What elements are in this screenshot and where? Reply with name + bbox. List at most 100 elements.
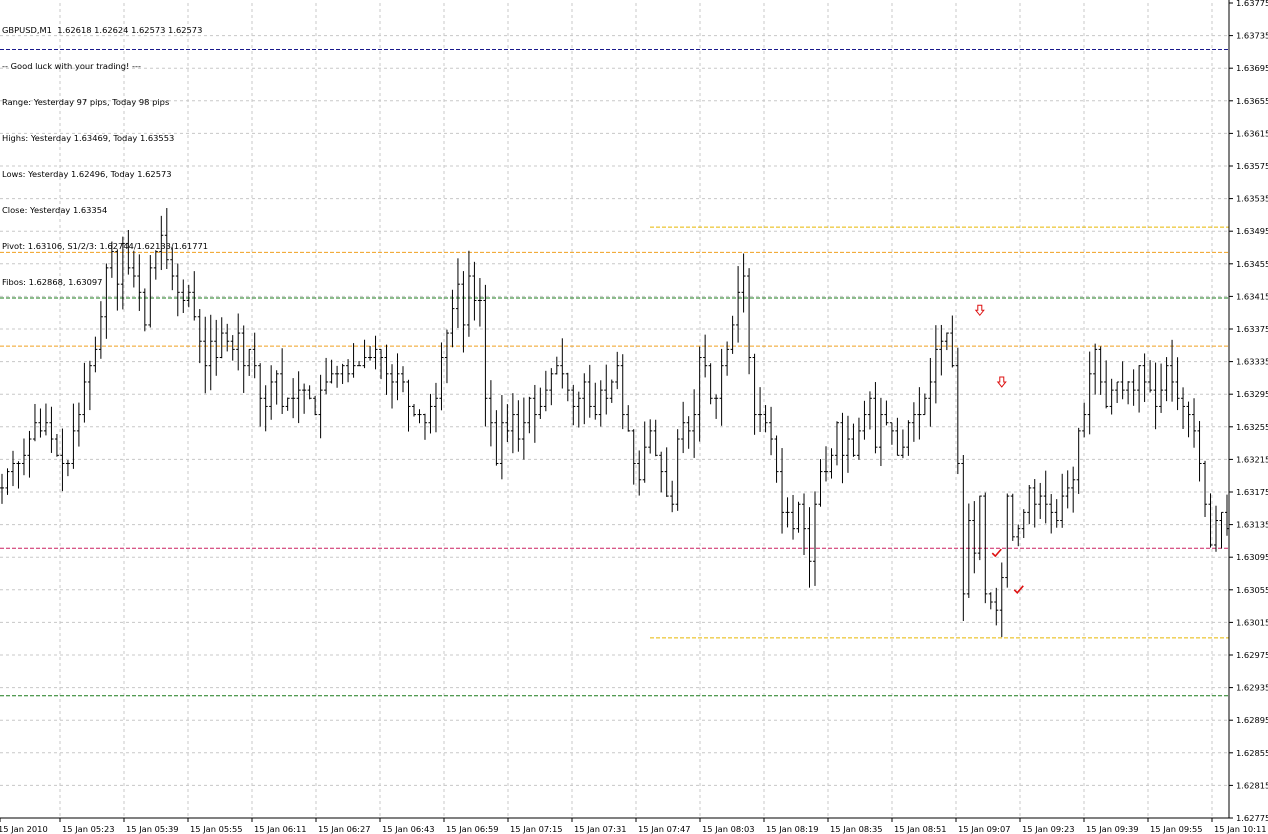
price-bar xyxy=(1164,357,1169,402)
price-bar xyxy=(170,247,175,291)
price-bar xyxy=(642,421,647,483)
check-icon xyxy=(1013,585,1024,594)
price-bar xyxy=(549,368,554,406)
price-bar xyxy=(461,271,466,353)
price-bar xyxy=(1065,470,1070,509)
price-bar xyxy=(444,329,449,384)
x-tick-label: 15 Jan 09:23 xyxy=(1022,824,1075,834)
sell-arrow-icon xyxy=(996,376,1007,388)
y-tick-label: 1.63295 xyxy=(1236,389,1268,399)
x-tick-label: 15 Jan 05:39 xyxy=(126,824,179,834)
y-tick-label: 1.63175 xyxy=(1236,487,1268,497)
price-bar xyxy=(329,359,334,384)
price-bar xyxy=(38,408,43,438)
x-tick-label: 15 Jan 08:35 xyxy=(830,824,883,834)
price-bar xyxy=(362,339,367,369)
price-bar xyxy=(1203,460,1208,517)
price-bar xyxy=(1170,339,1175,402)
price-bar xyxy=(351,343,356,378)
x-tick-label: 15 Jan 09:39 xyxy=(1086,824,1139,834)
price-bar xyxy=(208,314,213,391)
price-bar xyxy=(670,480,675,513)
price-bar xyxy=(236,313,241,371)
price-bar xyxy=(197,309,202,364)
price-bar xyxy=(269,365,274,420)
y-tick-label: 1.63695 xyxy=(1236,63,1268,73)
price-bar xyxy=(516,400,521,452)
price-bar xyxy=(955,347,960,475)
price-bar xyxy=(675,429,680,511)
price-bar xyxy=(483,284,488,427)
y-tick-label: 1.62775 xyxy=(1236,813,1268,823)
price-bar xyxy=(335,365,340,388)
info-line: Fibos: 1.62868, 1.63097 xyxy=(2,277,103,287)
price-bar xyxy=(769,406,774,456)
price-bar xyxy=(43,403,48,436)
y-tick-label: 1.63535 xyxy=(1236,194,1268,204)
price-bar xyxy=(1093,343,1098,395)
price-bar xyxy=(510,393,515,454)
y-tick-label: 1.63215 xyxy=(1236,454,1268,464)
price-bar xyxy=(560,338,565,389)
info-line: Lows: Yesterday 1.62496, Today 1.62573 xyxy=(2,169,172,179)
price-bar xyxy=(488,380,493,447)
price-bar xyxy=(1071,466,1076,513)
price-bar xyxy=(917,387,922,440)
y-axis: 1.63775 1.63735 1.63695 1.63655 1.63615 1.635… xyxy=(1228,0,1268,823)
y-tick-label: 1.63335 xyxy=(1236,357,1268,367)
price-bar xyxy=(895,417,900,456)
x-tick-label: 15 Jan 08:03 xyxy=(702,824,755,834)
price-bar xyxy=(664,447,669,497)
price-bar xyxy=(818,459,823,507)
price-bar xyxy=(357,360,362,367)
x-tick-label: 15 Jan 06:27 xyxy=(318,824,371,834)
price-bars xyxy=(0,208,1229,638)
price-bar xyxy=(791,494,796,540)
y-tick-label: 1.63015 xyxy=(1236,617,1268,627)
price-bar xyxy=(10,450,15,487)
check-icon xyxy=(991,548,1002,558)
price-bar xyxy=(736,266,741,343)
price-bar xyxy=(703,334,708,378)
price-bar xyxy=(966,503,971,598)
price-bar xyxy=(840,412,845,484)
price-bar xyxy=(747,268,752,375)
price-bar xyxy=(692,389,697,458)
price-bar xyxy=(1016,524,1021,547)
price-bar xyxy=(631,429,636,485)
price-bar xyxy=(428,393,433,434)
price-bar xyxy=(543,370,548,412)
y-tick-label: 1.62935 xyxy=(1236,683,1268,693)
price-bar xyxy=(65,460,70,477)
price-bar xyxy=(82,362,87,423)
info-line: -- Good luck with your trading! --- xyxy=(2,61,142,71)
price-bar xyxy=(686,416,691,449)
price-bar xyxy=(373,335,378,370)
price-bar xyxy=(192,271,197,321)
price-bar xyxy=(466,250,471,337)
price-bar xyxy=(76,402,81,447)
y-tick-label: 1.62815 xyxy=(1236,780,1268,790)
price-bar xyxy=(950,315,955,368)
price-bar xyxy=(379,348,384,380)
price-bar xyxy=(587,364,592,418)
price-bar xyxy=(834,421,839,466)
price-bar xyxy=(532,384,537,443)
price-bar xyxy=(554,356,559,375)
price-bar xyxy=(417,409,422,424)
price-bar xyxy=(1027,485,1032,525)
price-bar xyxy=(774,435,779,483)
price-bar xyxy=(862,400,867,440)
price-bar xyxy=(1192,398,1197,448)
price-bar xyxy=(203,316,208,394)
price-bar xyxy=(1137,365,1142,413)
price-bar xyxy=(593,382,598,420)
price-bar xyxy=(214,319,219,376)
price-bar xyxy=(730,315,735,354)
price-bar xyxy=(741,253,746,313)
y-tick-label: 1.62895 xyxy=(1236,715,1268,725)
y-tick-label: 1.63735 xyxy=(1236,31,1268,41)
price-bar xyxy=(576,391,581,428)
price-bar xyxy=(27,430,32,478)
